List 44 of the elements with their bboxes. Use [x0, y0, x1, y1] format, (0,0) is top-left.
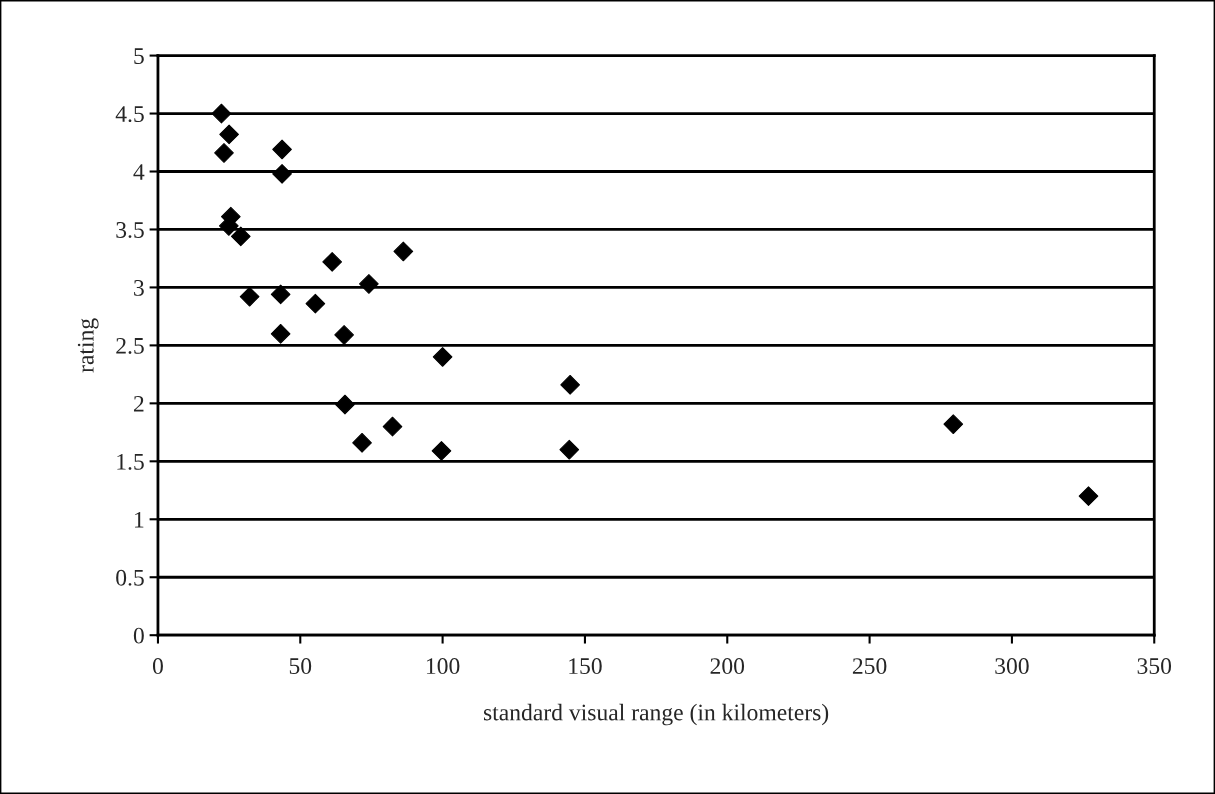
point [219, 124, 239, 145]
point [382, 416, 403, 437]
point [560, 374, 580, 395]
point [943, 414, 964, 435]
point [270, 323, 291, 344]
y-axis-title: rating [77, 318, 99, 373]
point [214, 143, 234, 163]
point [239, 286, 260, 307]
point [1078, 486, 1099, 506]
x-tick-label: 150 [569, 658, 602, 675]
point [559, 439, 580, 460]
x-tick-label: 0 [152, 658, 163, 675]
y-tick-label: 5 [134, 48, 144, 64]
point [432, 347, 453, 367]
y-tick-label: 0 [133, 627, 144, 644]
point [305, 293, 326, 314]
y-tick-label: 4.5 [115, 106, 144, 123]
point [359, 274, 379, 294]
x-tick-label: 100 [426, 658, 460, 675]
y-tick-label: 2.5 [116, 337, 144, 354]
x-tick-label: 250 [852, 658, 887, 675]
point [335, 394, 355, 415]
point [352, 432, 372, 453]
point [393, 241, 414, 262]
y-tick-label: 3.5 [116, 222, 144, 238]
y-tick-label: 1.5 [117, 453, 144, 470]
y-tick-label: 4 [133, 164, 145, 180]
y-tick-label: 3 [134, 279, 144, 296]
x-tick-label: 200 [710, 658, 745, 675]
point [211, 103, 232, 124]
point [334, 325, 354, 345]
point [431, 441, 452, 461]
x-axis-title: standard visual range (in kilometers) [483, 703, 829, 726]
y-tick-label: 1 [135, 511, 144, 528]
x-tick-label: 350 [1137, 658, 1172, 675]
x-tick-label: 300 [995, 658, 1029, 675]
y-tick-label: 2 [133, 395, 144, 412]
point [272, 139, 292, 160]
point [230, 226, 251, 247]
point [322, 252, 343, 272]
point [270, 284, 291, 305]
y-tick-label: 0.5 [116, 569, 144, 586]
point [272, 163, 292, 184]
x-tick-label: 50 [289, 658, 312, 675]
